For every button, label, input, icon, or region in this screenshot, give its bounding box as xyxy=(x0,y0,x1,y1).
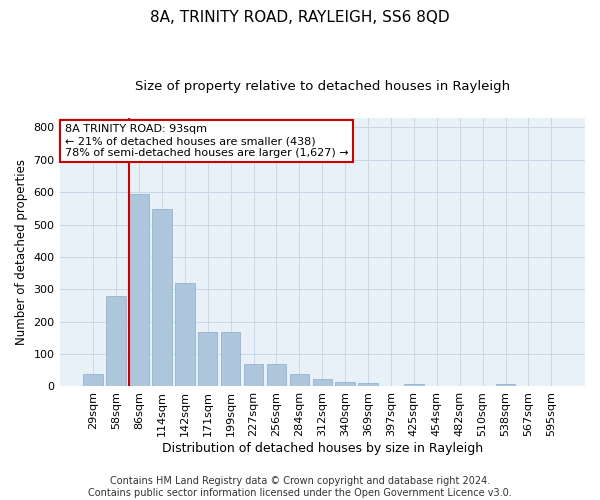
Y-axis label: Number of detached properties: Number of detached properties xyxy=(15,159,28,345)
Text: 8A TRINITY ROAD: 93sqm
← 21% of detached houses are smaller (438)
78% of semi-de: 8A TRINITY ROAD: 93sqm ← 21% of detached… xyxy=(65,124,349,158)
Bar xyxy=(221,332,241,386)
Bar xyxy=(83,374,103,386)
Bar xyxy=(290,374,309,386)
Bar xyxy=(335,382,355,386)
Bar xyxy=(404,384,424,386)
X-axis label: Distribution of detached houses by size in Rayleigh: Distribution of detached houses by size … xyxy=(162,442,483,455)
Bar xyxy=(175,283,194,387)
Bar xyxy=(152,210,172,386)
Bar xyxy=(129,194,149,386)
Text: 8A, TRINITY ROAD, RAYLEIGH, SS6 8QD: 8A, TRINITY ROAD, RAYLEIGH, SS6 8QD xyxy=(150,10,450,25)
Bar xyxy=(496,384,515,386)
Bar xyxy=(198,332,217,386)
Bar xyxy=(313,380,332,386)
Bar xyxy=(267,364,286,386)
Text: Contains HM Land Registry data © Crown copyright and database right 2024.
Contai: Contains HM Land Registry data © Crown c… xyxy=(88,476,512,498)
Bar xyxy=(106,296,126,386)
Bar xyxy=(244,364,263,386)
Bar xyxy=(358,382,378,386)
Title: Size of property relative to detached houses in Rayleigh: Size of property relative to detached ho… xyxy=(135,80,510,93)
